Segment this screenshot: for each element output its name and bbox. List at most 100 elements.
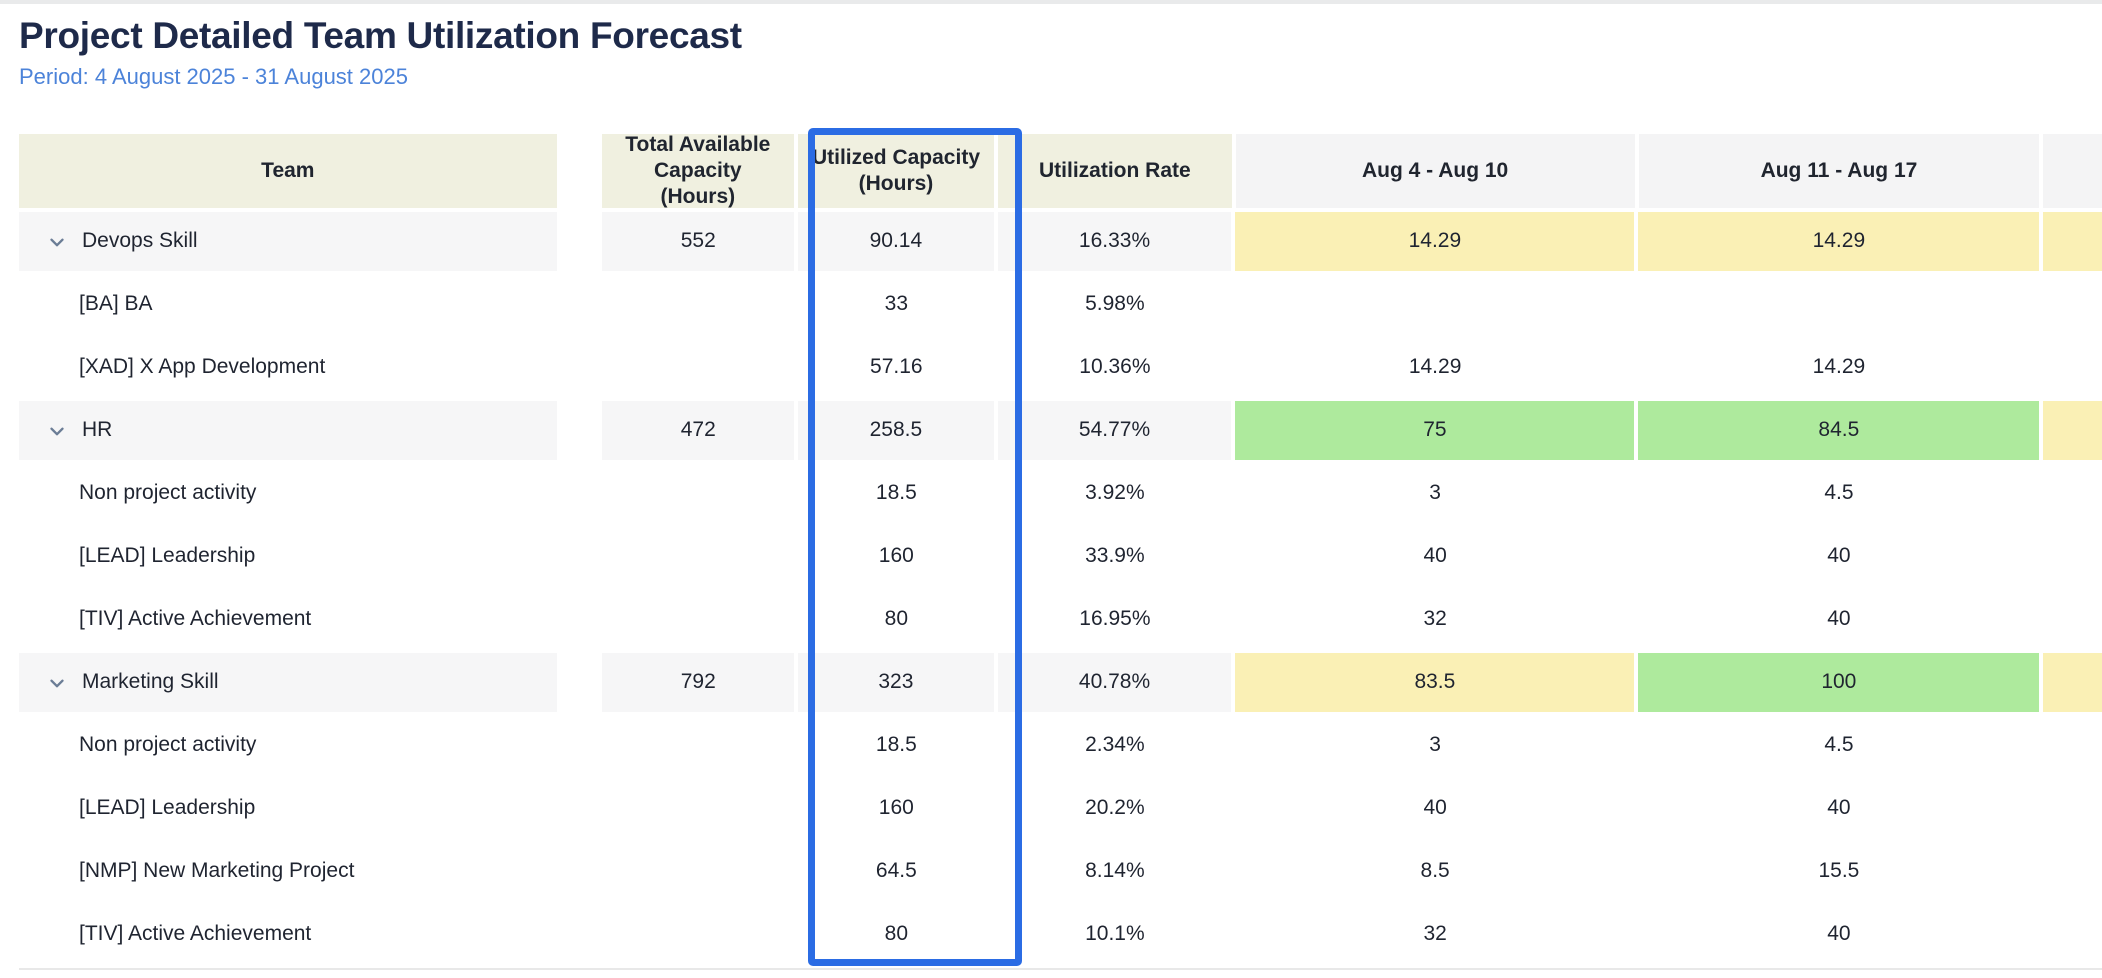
week-partial-cell [2043,590,2102,649]
table-row: [TIV] Active Achievement 80 10.1% 32 40 [19,905,2102,964]
utilized-capacity-cell: 18.5 [875,733,917,757]
utilized-capacity-cell: 64.5 [875,859,917,883]
team-cell: Non project activity [19,716,558,775]
week-aug4-10-cell: 14.29 [1408,355,1462,379]
total-available-cell [603,527,795,586]
chevron-down-icon[interactable] [46,231,68,253]
column-header-team: Team [19,134,557,208]
team-name: [TIV] Active Achievement [79,607,312,631]
team-name: [LEAD] Leadership [79,796,256,820]
week-partial-cell [2043,464,2102,523]
week-partial-cell [2043,653,2102,712]
total-available-cell [603,842,795,901]
utilized-capacity-cell: 323 [798,653,994,712]
week-aug11-17-cell: 40 [1827,607,1851,631]
total-available-cell [603,779,795,838]
week-partial-cell [2043,779,2102,838]
period-subtitle: Period: 4 August 2025 - 31 August 2025 [19,64,408,90]
team-cell: [LEAD] Leadership [19,527,558,586]
week-partial-cell [2043,905,2102,964]
table-row: [TIV] Active Achievement 80 16.95% 32 40 [19,590,2102,649]
team-name: [BA] BA [79,292,153,316]
team-cell: [NMP] New Marketing Project [19,842,558,901]
team-cell: [TIV] Active Achievement [19,905,558,964]
team-name: [NMP] New Marketing Project [79,859,355,883]
week-aug11-17-cell: 14.29 [1812,355,1866,379]
utilized-capacity-cell: 90.14 [798,212,994,271]
table-row: [XAD] X App Development 57.16 10.36% 14.29 1… [19,338,2102,397]
week-aug11-17-cell: 14.29 [1638,212,2040,271]
table-header-row: Team Total Available Capacity (Hours) Ut… [19,134,2102,208]
utilized-capacity-cell: 160 [878,544,914,568]
utilized-capacity-cell: 160 [878,796,914,820]
column-header-utilization-rate: Utilization Rate [998,134,1232,208]
utilized-capacity-cell: 258.5 [798,401,994,460]
week-aug4-10-cell: 3 [1429,733,1441,757]
team-name: [XAD] X App Development [79,355,326,379]
team-name: [TIV] Active Achievement [79,922,312,946]
utilization-rate-cell: 20.2% [1085,796,1145,820]
table-row: Non project activity 18.5 3.92% 3 4.5 [19,464,2102,523]
total-available-cell: 552 [602,212,795,271]
utilized-capacity-cell: 80 [884,922,908,946]
week-aug11-17-cell [1639,275,2040,334]
week-aug11-17-cell: 4.5 [1824,481,1854,505]
table-row: Non project activity 18.5 2.34% 3 4.5 [19,716,2102,775]
team-name: HR [82,418,113,442]
week-partial-cell [2043,842,2102,901]
team-cell: Devops Skill [19,212,558,271]
team-cell: [BA] BA [19,275,558,334]
week-aug4-10-cell: 75 [1235,401,1635,460]
team-cell: Marketing Skill [19,653,558,712]
utilization-rate-cell: 8.14% [1085,859,1145,883]
utilization-rate-cell: 10.1% [1085,922,1145,946]
week-aug11-17-cell: 100 [1638,653,2040,712]
team-cell: [LEAD] Leadership [19,779,558,838]
week-aug4-10-cell: 32 [1423,922,1447,946]
utilization-rate-cell: 40.78% [997,653,1232,712]
week-aug11-17-cell: 40 [1827,544,1851,568]
team-cell: [XAD] X App Development [19,338,558,397]
total-available-cell [603,905,795,964]
utilization-rate-cell: 5.98% [1085,292,1145,316]
week-aug4-10-cell: 3 [1429,481,1441,505]
total-available-cell [603,464,795,523]
week-partial-cell [2043,338,2102,397]
column-header-week-aug4-10: Aug 4 - Aug 10 [1235,134,1635,208]
week-aug11-17-cell: 15.5 [1818,859,1860,883]
week-aug4-10-cell: 83.5 [1235,653,1635,712]
week-aug4-10-cell: 40 [1423,796,1447,820]
week-partial-cell [2043,716,2102,775]
chevron-down-icon[interactable] [46,672,68,694]
page-header: Project Detailed Team Utilization Foreca… [19,14,742,90]
week-aug4-10-cell [1236,275,1635,334]
utilization-rate-cell: 33.9% [1085,544,1145,568]
total-available-cell [603,716,795,775]
week-aug4-10-cell: 8.5 [1420,859,1450,883]
week-aug4-10-cell: 40 [1423,544,1447,568]
team-name: Non project activity [79,481,257,505]
utilization-rate-cell: 54.77% [997,401,1232,460]
column-header-utilized-capacity: Utilized Capacity (Hours) [797,134,995,208]
toolbar-edge-divider [0,0,2102,4]
utilization-rate-cell: 10.36% [1079,355,1151,379]
table-row: [LEAD] Leadership 160 33.9% 40 40 [19,527,2102,586]
utilized-capacity-cell: 57.16 [870,355,923,379]
week-partial-cell [2043,212,2102,271]
week-aug4-10-cell: 32 [1423,607,1447,631]
table-row: [LEAD] Leadership 160 20.2% 40 40 [19,779,2102,838]
column-header-week-aug11-17: Aug 11 - Aug 17 [1638,134,2040,208]
table-row: HR 472 258.5 54.77% 75 84.5 [19,401,2102,460]
week-aug4-10-cell: 14.29 [1235,212,1635,271]
week-aug11-17-cell: 4.5 [1824,733,1854,757]
utilization-rate-cell: 3.92% [1085,481,1145,505]
table-bottom-border [19,968,2102,970]
utilization-rate-cell: 16.33% [997,212,1232,271]
utilization-forecast-table: Team Total Available Capacity (Hours) Ut… [19,134,2102,968]
team-cell: HR [19,401,558,460]
week-aug11-17-cell: 84.5 [1638,401,2040,460]
team-cell: [TIV] Active Achievement [19,590,558,649]
team-cell: Non project activity [19,464,558,523]
utilization-rate-cell: 16.95% [1079,607,1151,631]
chevron-down-icon[interactable] [46,420,68,442]
